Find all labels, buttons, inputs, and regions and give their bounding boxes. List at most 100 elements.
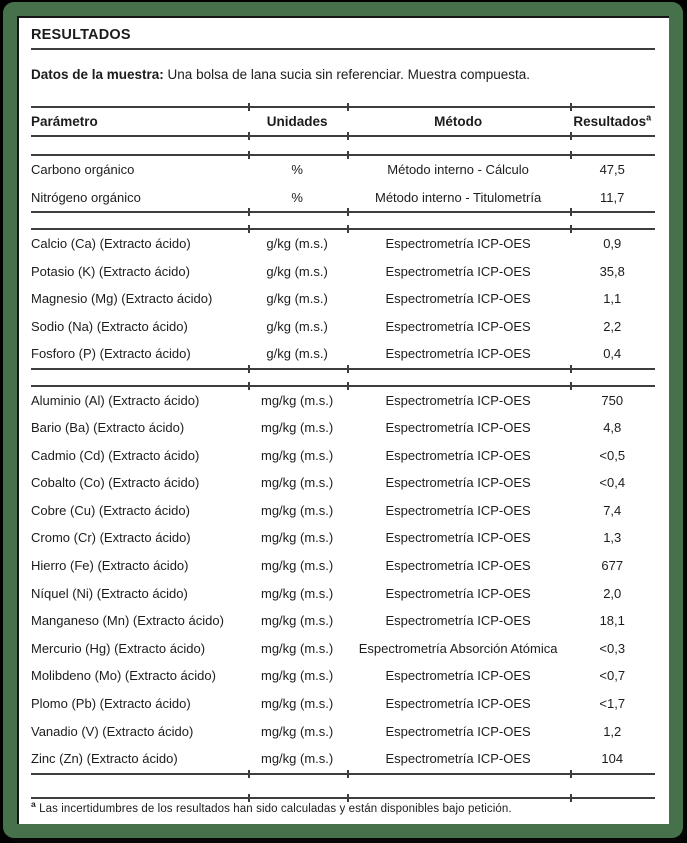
- column-tick: [346, 381, 349, 390]
- cell-metodo: Espectrometría ICP-OES: [385, 585, 531, 601]
- cell-parametro: Manganeso (Mn) (Extracto ácido): [31, 613, 224, 629]
- table-row: Zinc (Zn) (Extracto ácido) mg/kg (m.s.) Es…: [31, 745, 655, 773]
- cell-parametro: Cobalto (Co) (Extracto ácido): [31, 475, 200, 491]
- spacer: [31, 370, 655, 385]
- cell-metodo: Método interno - Cálculo: [387, 162, 529, 177]
- footnote: a Las incertidumbres de los resultados h…: [31, 799, 655, 815]
- column-tick: [346, 132, 349, 140]
- cell-unidades: mg/kg (m.s.): [261, 751, 334, 767]
- cell-unidades: mg/kg (m.s.): [261, 640, 334, 656]
- cell-resultado: <0,5: [599, 447, 626, 463]
- column-tick: [569, 769, 572, 778]
- page-title: RESULTADOS: [31, 27, 131, 43]
- column-tick: [346, 151, 349, 159]
- table-row: Cadmio (Cd) (Extracto ácido) mg/kg (m.s.)…: [31, 442, 655, 470]
- section-rule: [31, 208, 655, 216]
- cell-unidades: g/kg (m.s.): [266, 291, 328, 306]
- cell-parametro: Bario (Ba) (Extracto ácido): [31, 420, 185, 436]
- sample-info-text: Una bolsa de lana sucia sin referenciar.…: [163, 67, 530, 82]
- results-table-body: Carbono orgánico% Método interno - Cálcul…: [31, 137, 655, 778]
- cell-resultado: 0,4: [603, 346, 622, 361]
- column-tick: [247, 225, 250, 233]
- column-tick: [247, 132, 250, 140]
- cell-metodo: Espectrometría ICP-OES: [385, 346, 531, 361]
- cell-resultado: 47,5: [599, 162, 625, 177]
- cell-unidades: mg/kg (m.s.): [261, 447, 334, 463]
- table-row: Carbono orgánico% Método interno - Cálcul…: [31, 156, 655, 184]
- title-rule: [31, 48, 655, 50]
- column-tick: [346, 208, 349, 216]
- column-tick: [569, 208, 572, 216]
- resultados-superscript: a: [646, 112, 652, 123]
- table-row: Hierro (Fe) (Extracto ácido) mg/kg (m.s.)…: [31, 552, 655, 580]
- cell-metodo: Espectrometría ICP-OES: [385, 751, 531, 767]
- cell-unidades: mg/kg (m.s.): [261, 668, 334, 684]
- cell-parametro: Vanadio (V) (Extracto ácido): [31, 723, 194, 739]
- table-row: Níquel (Ni) (Extracto ácido) mg/kg (m.s.)…: [31, 580, 655, 608]
- spacer: [31, 775, 655, 797]
- cell-unidades: g/kg (m.s.): [266, 318, 328, 334]
- footnote-superscript: a: [31, 798, 36, 809]
- cell-unidades: g/kg (m.s.): [266, 346, 328, 361]
- cell-metodo: Espectrometría ICP-OES: [385, 263, 531, 279]
- cell-parametro: Nitrógeno orgánico: [31, 189, 141, 205]
- spacer: [31, 213, 655, 228]
- table-row: Sodio (Na) (Extracto ácido) g/kg (m.s.) Es…: [31, 313, 655, 341]
- cell-metodo: Espectrometría ICP-OES: [385, 558, 531, 574]
- cell-resultado: 1,2: [603, 723, 622, 739]
- section-rule: [31, 225, 655, 233]
- column-tick: [569, 793, 572, 802]
- cell-unidades: mg/kg (m.s.): [261, 613, 334, 629]
- cell-unidades: %: [291, 162, 303, 177]
- column-tick: [247, 364, 250, 373]
- cell-resultado: 677: [601, 558, 624, 574]
- column-tick: [346, 769, 349, 778]
- cell-parametro: Mercurio (Hg) (Extracto ácido): [31, 640, 206, 656]
- table-section: Aluminio (Al) (Extracto ácido) mg/kg (m.s…: [31, 381, 655, 778]
- header-top-rule: [31, 103, 655, 111]
- cell-unidades: mg/kg (m.s.): [261, 558, 334, 574]
- cell-metodo: Espectrometría ICP-OES: [385, 447, 531, 463]
- cell-metodo: Espectrometría ICP-OES: [385, 420, 531, 436]
- cell-unidades: mg/kg (m.s.): [261, 723, 334, 739]
- cell-metodo: Método interno - Titulometría: [375, 189, 542, 205]
- cell-resultado: <1,7: [599, 696, 626, 712]
- table-row: Calcio (Ca) (Extracto ácido) g/kg (m.s.) E…: [31, 230, 655, 258]
- cell-metodo: Espectrometría ICP-OES: [385, 530, 531, 546]
- header-cell-resultados: Resultadosa: [573, 112, 652, 129]
- table-row: Cromo (Cr) (Extracto ácido) mg/kg (m.s.) E…: [31, 524, 655, 552]
- cell-parametro: Sodio (Na) (Extracto ácido): [31, 318, 188, 334]
- table-row: Potasio (K) (Extracto ácido) g/kg (m.s.) E…: [31, 258, 655, 286]
- cell-resultado: <0,7: [599, 668, 626, 684]
- cell-unidades: mg/kg (m.s.): [261, 696, 334, 712]
- section-rule: [31, 364, 655, 373]
- table-row: Mercurio (Hg) (Extracto ácido) mg/kg (m.s…: [31, 635, 655, 663]
- cell-metodo: Espectrometría Absorción Atómica: [358, 640, 558, 656]
- cell-resultado: 18,1: [599, 613, 625, 629]
- cell-parametro: Hierro (Fe) (Extracto ácido): [31, 558, 189, 574]
- section-rule: [31, 381, 655, 390]
- cell-unidades: g/kg (m.s.): [266, 263, 328, 279]
- cell-resultado: <0,4: [599, 475, 626, 491]
- cell-resultado: 2,0: [603, 585, 622, 601]
- results-table-header: Parámetro Unidades Método Resultadosa: [31, 103, 655, 140]
- table-row: Manganeso (Mn) (Extracto ácido) mg/kg (m.…: [31, 607, 655, 635]
- cell-parametro: Potasio (K) (Extracto ácido): [31, 263, 190, 279]
- table-row: Plomo (Pb) (Extracto ácido) mg/kg (m.s.) E…: [31, 690, 655, 718]
- column-tick: [247, 769, 250, 778]
- table-section: Calcio (Ca) (Extracto ácido) g/kg (m.s.) E…: [31, 225, 655, 373]
- cell-metodo: Espectrometría ICP-OES: [385, 668, 531, 684]
- column-tick: [346, 103, 349, 111]
- column-tick: [346, 364, 349, 373]
- cell-resultado: <0,3: [599, 640, 626, 656]
- cell-resultado: 1,1: [603, 291, 622, 306]
- section-rule: [31, 151, 655, 159]
- table-row: Bario (Ba) (Extracto ácido) mg/kg (m.s.) E…: [31, 414, 655, 442]
- spacer: [31, 137, 655, 154]
- cell-unidades: mg/kg (m.s.): [261, 475, 334, 491]
- cell-metodo: Espectrometría ICP-OES: [385, 723, 531, 739]
- column-tick: [247, 208, 250, 216]
- cell-parametro: Molibdeno (Mo) (Extracto ácido): [31, 668, 216, 684]
- cell-resultado: 750: [601, 392, 624, 408]
- table-row: Magnesio (Mg) (Extracto ácido) g/kg (m.s.…: [31, 285, 655, 313]
